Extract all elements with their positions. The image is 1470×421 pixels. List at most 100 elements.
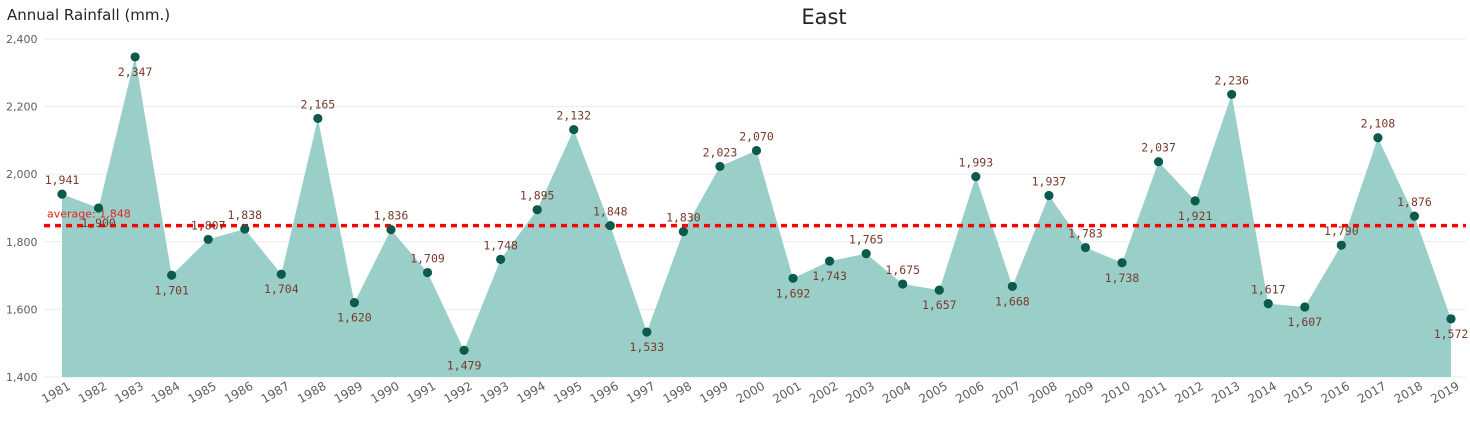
data-point [203, 234, 213, 245]
data-label: 1,895 [520, 189, 555, 203]
x-tick-label: 2001 [770, 379, 803, 406]
data-point [1227, 89, 1237, 100]
x-tick-label: 1983 [112, 379, 145, 406]
data-point [1190, 196, 1200, 206]
x-tick-label: 2009 [1063, 379, 1096, 406]
x-tick-label: 1989 [332, 379, 365, 406]
data-point [1300, 302, 1310, 312]
data-point [934, 285, 944, 295]
data-point [240, 224, 250, 234]
data-label: 1,533 [630, 340, 665, 354]
x-tick-label: 1997 [624, 379, 657, 406]
data-point [1044, 190, 1054, 201]
data-point [349, 298, 360, 308]
x-tick-label: 1995 [551, 379, 584, 406]
area-series [62, 56, 1451, 377]
data-label: 1,921 [1178, 209, 1213, 223]
y-tick-label: 1,800 [6, 236, 38, 249]
data-point [825, 256, 835, 266]
x-tick-label: 2019 [1428, 379, 1461, 406]
data-point [1336, 240, 1346, 250]
x-tick-label: 2012 [1172, 379, 1205, 406]
data-label: 1,783 [1068, 227, 1103, 241]
y-tick-label: 2,000 [6, 168, 38, 181]
area-fill [62, 56, 1451, 377]
data-label: 1,941 [45, 173, 80, 187]
data-label: 2,236 [1214, 73, 1249, 87]
data-point [93, 203, 104, 213]
x-tick-label: 2000 [734, 379, 767, 406]
average-label: average: 1,848 [47, 208, 131, 221]
x-tick-label: 1981 [39, 379, 72, 406]
data-point [642, 327, 652, 337]
data-label: 2,165 [301, 97, 336, 111]
data-point [386, 225, 396, 235]
average-line-group: average: 1,848 [44, 208, 1466, 228]
data-label: 1,479 [447, 358, 482, 372]
x-tick-label: 1999 [697, 379, 730, 406]
data-label: 2,108 [1361, 117, 1396, 131]
data-point [971, 171, 981, 182]
data-point [1446, 314, 1456, 324]
data-label: 1,993 [959, 156, 994, 170]
x-tick-label: 2015 [1282, 379, 1315, 406]
data-label: 1,807 [191, 218, 226, 232]
data-point [1409, 211, 1420, 221]
x-tick-label: 1985 [185, 379, 218, 406]
data-label: 1,675 [885, 263, 920, 277]
x-tick-label: 1984 [149, 379, 182, 406]
y-tick-label: 2,400 [6, 33, 38, 46]
data-point [678, 227, 688, 237]
x-tick-label: 1987 [259, 379, 292, 406]
data-point [1263, 299, 1273, 309]
x-tick-label: 2007 [990, 379, 1023, 406]
data-markers [57, 52, 1456, 355]
data-label: 1,937 [1032, 174, 1067, 188]
data-label: 1,748 [483, 238, 518, 252]
data-point [167, 270, 177, 280]
data-point [1153, 157, 1164, 167]
data-point [1080, 242, 1091, 253]
data-label: 2,070 [739, 130, 774, 144]
data-point [422, 267, 433, 278]
data-label: 2,132 [556, 109, 591, 123]
data-label: 1,900 [81, 216, 116, 230]
x-tick-label: 1992 [441, 379, 474, 406]
data-label: 2,023 [703, 145, 738, 159]
data-point [861, 249, 871, 259]
data-label: 1,790 [1324, 224, 1359, 238]
data-label: 2,037 [1141, 141, 1176, 155]
data-label: 1,876 [1397, 195, 1432, 209]
data-point [57, 189, 67, 199]
chart-title: East [801, 5, 846, 29]
data-label: 1,701 [154, 283, 189, 297]
data-point [130, 52, 140, 62]
x-tick-label: 2016 [1319, 379, 1352, 406]
data-label: 1,620 [337, 311, 372, 325]
x-tick-label: 2010 [1099, 379, 1132, 406]
x-tick-label: 1986 [222, 379, 255, 406]
data-point [788, 273, 798, 283]
data-label: 1,743 [812, 269, 847, 283]
x-tick-label: 2011 [1136, 379, 1169, 406]
data-label: 2,347 [118, 65, 153, 79]
data-label: 1,572 [1434, 327, 1469, 341]
x-tick-label: 1991 [405, 379, 438, 406]
x-tick-label: 1994 [514, 379, 547, 406]
x-tick-label: 2013 [1209, 379, 1242, 406]
data-point [1007, 281, 1017, 292]
x-tick-label: 1988 [295, 379, 328, 406]
data-point [1117, 258, 1127, 268]
x-tick-label: 1996 [588, 379, 621, 406]
data-point [459, 345, 469, 355]
data-label: 1,709 [410, 252, 445, 266]
x-tick-label: 1998 [661, 379, 694, 406]
y-tick-label: 1,400 [6, 371, 38, 384]
x-tick-label: 2003 [843, 379, 876, 406]
data-label: 1,704 [264, 282, 299, 296]
data-label: 1,838 [227, 208, 262, 222]
x-tick-label: 2017 [1355, 379, 1388, 406]
data-point [751, 145, 762, 156]
